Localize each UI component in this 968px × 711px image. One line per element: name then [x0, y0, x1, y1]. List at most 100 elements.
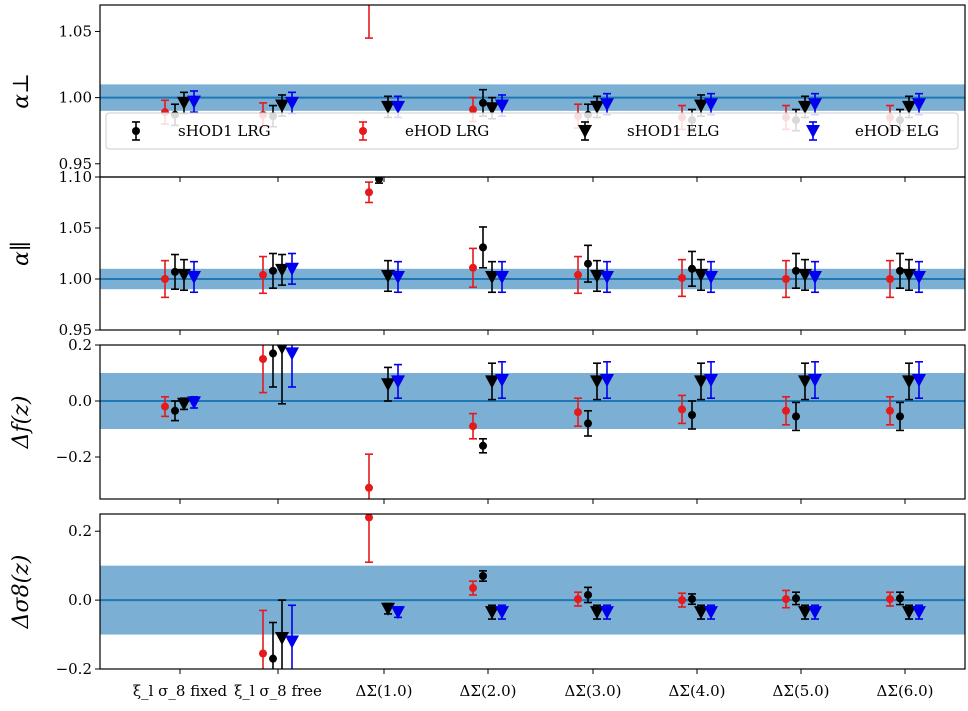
data-point — [574, 408, 582, 417]
data-point — [177, 96, 191, 110]
x-category-label: ΔΣ(2.0) — [460, 682, 517, 700]
data-point — [584, 259, 592, 268]
y-tick-label: 1.10 — [59, 168, 92, 186]
data-point — [798, 606, 812, 620]
y-tick-label: −0.2 — [56, 660, 92, 678]
y-axis-label: α⊥ — [9, 73, 34, 109]
data-point — [275, 263, 289, 277]
data-point — [678, 405, 686, 414]
data-point — [469, 105, 477, 114]
x-category-label: ΔΣ(4.0) — [669, 682, 726, 700]
data-point — [886, 275, 894, 283]
data-point — [694, 375, 708, 389]
data-point — [495, 270, 509, 284]
data-point — [187, 396, 201, 410]
y-axis-label: α∥ — [9, 241, 34, 266]
data-point — [694, 268, 708, 282]
data-point — [391, 375, 405, 389]
data-point — [495, 374, 509, 387]
data-point — [161, 402, 169, 411]
y-tick-label: 0.2 — [68, 336, 92, 354]
data-point — [678, 596, 686, 605]
data-point — [704, 606, 718, 620]
data-point — [485, 102, 499, 116]
data-point — [269, 266, 277, 275]
data-point — [590, 606, 604, 620]
data-point — [275, 632, 289, 645]
axes-frame — [99, 513, 966, 670]
data-point — [479, 572, 487, 580]
data-point — [574, 270, 582, 279]
panel-1: 0.95 1.00 1.05 α⊥ — [9, 0, 966, 182]
data-point — [479, 98, 487, 107]
data-group — [161, 177, 926, 299]
x-category-label: ξ_l σ_8 fixed — [133, 682, 228, 700]
data-point — [485, 606, 499, 620]
data-point — [902, 100, 916, 114]
data-point — [798, 100, 812, 114]
data-point — [590, 375, 604, 389]
data-point — [584, 419, 592, 428]
data-point — [285, 347, 299, 361]
data-point — [798, 268, 812, 282]
data-point — [381, 100, 395, 114]
data-point — [896, 594, 904, 603]
legend-box — [105, 112, 959, 150]
data-point — [902, 375, 916, 389]
data-group — [259, 514, 926, 669]
legend-label: eHOD ELG — [855, 122, 939, 140]
data-point — [704, 374, 718, 387]
x-category-label: ΔΣ(6.0) — [877, 682, 934, 700]
data-point — [365, 483, 373, 492]
panel-4: −0.2 0.0 0.2 Δσ8(z) — [9, 513, 966, 678]
data-point — [495, 99, 509, 113]
axes-frame — [99, 176, 966, 331]
y-tick-label: 1.00 — [59, 89, 92, 107]
x-category-label: ΔΣ(5.0) — [773, 682, 830, 700]
data-point — [391, 270, 405, 284]
data-point — [177, 268, 191, 282]
data-point — [469, 263, 477, 272]
y-tick-label: 1.05 — [59, 22, 92, 40]
legend-marker — [806, 125, 820, 138]
data-point — [886, 406, 894, 415]
data-point — [808, 374, 822, 387]
data-point — [485, 375, 499, 389]
data-point — [590, 269, 604, 283]
data-point — [259, 270, 267, 279]
data-point — [912, 98, 926, 112]
data-point — [285, 262, 299, 276]
data-point — [276, 345, 288, 355]
y-axis-label: Δf(z) — [9, 396, 34, 450]
legend-marker — [578, 125, 592, 138]
data-point — [902, 606, 916, 620]
data-point — [782, 595, 790, 604]
data-point — [886, 595, 894, 604]
data-group — [161, 0, 926, 132]
data-point — [187, 95, 201, 109]
y-tick-label: 0.0 — [68, 392, 92, 410]
y-tick-label: −0.2 — [56, 448, 92, 466]
data-point — [792, 266, 800, 275]
data-point — [688, 264, 696, 273]
data-point — [365, 0, 373, 2]
legend: sHOD1 LRG eHOD LRG sHOD1 ELG eHOD ELG — [105, 112, 959, 150]
data-point — [171, 406, 179, 415]
data-point — [485, 270, 499, 284]
data-point — [704, 98, 718, 112]
data-point — [391, 606, 405, 620]
panel-3: −0.2 0.0 0.2 Δf(z) — [9, 336, 966, 504]
data-group — [161, 345, 926, 499]
data-point — [798, 375, 812, 389]
data-point — [275, 99, 289, 113]
legend-marker — [132, 127, 140, 135]
data-point — [782, 406, 790, 415]
data-point — [269, 654, 277, 663]
data-point — [381, 378, 395, 392]
data-point — [584, 590, 592, 599]
data-point — [161, 275, 169, 283]
data-point — [792, 594, 800, 603]
data-point — [678, 273, 686, 282]
panel-2: 0.95 1.00 1.05 1.10 α∥ — [9, 168, 966, 339]
x-category-label: ΔΣ(1.0) — [356, 682, 413, 700]
